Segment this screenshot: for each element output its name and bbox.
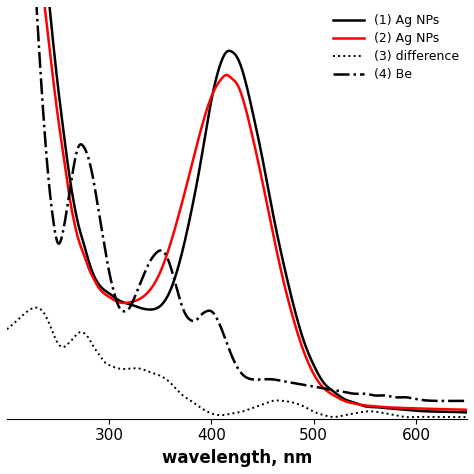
(1) Ag NPs [271, 217, 277, 223]
(2) Ag NPs [297, 338, 303, 344]
(3) difference [272, 398, 278, 403]
(1) Ag NPs [283, 273, 289, 278]
(4) Be [464, 398, 470, 404]
(2) Ag NPs [353, 401, 359, 407]
(3) difference [407, 414, 412, 420]
(3) difference [401, 414, 407, 419]
(3) difference [298, 402, 303, 408]
(3) difference [4, 327, 10, 332]
(2) Ag NPs [283, 290, 289, 295]
(1) Ag NPs [353, 400, 359, 406]
(3) difference [33, 305, 38, 310]
(3) difference [354, 410, 359, 416]
(3) difference [284, 399, 290, 404]
Line: (4) Be: (4) Be [7, 0, 467, 401]
(1) Ag NPs [297, 327, 303, 332]
(1) Ag NPs [464, 410, 470, 415]
(2) Ag NPs [464, 407, 470, 413]
(4) Be [271, 377, 277, 383]
(4) Be [283, 379, 289, 384]
(4) Be [442, 398, 447, 404]
Line: (1) Ag NPs: (1) Ag NPs [7, 0, 467, 412]
(4) Be [353, 391, 359, 397]
(2) Ag NPs [271, 236, 277, 242]
(3) difference [32, 305, 38, 310]
(4) Be [400, 394, 406, 400]
Line: (3) difference: (3) difference [7, 308, 467, 417]
X-axis label: wavelength, nm: wavelength, nm [162, 449, 312, 467]
(1) Ag NPs [400, 407, 406, 412]
(4) Be [297, 381, 303, 387]
(3) difference [464, 414, 470, 420]
Line: (2) Ag NPs: (2) Ag NPs [7, 0, 467, 410]
Legend: (1) Ag NPs, (2) Ag NPs, (3) difference, (4) Be: (1) Ag NPs, (2) Ag NPs, (3) difference, … [328, 9, 465, 86]
(2) Ag NPs [400, 405, 406, 411]
